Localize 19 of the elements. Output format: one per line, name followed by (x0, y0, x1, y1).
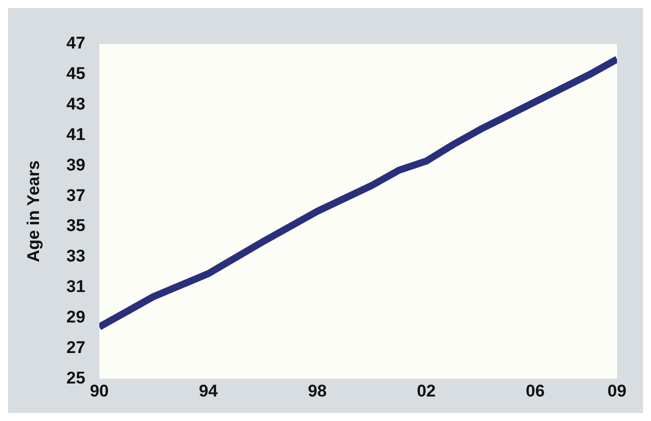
y-tick-label: 27 (66, 338, 86, 357)
y-tick-label: 25 (66, 368, 86, 388)
y-tick-label: 41 (66, 124, 86, 144)
y-tick-label: 47 (66, 34, 86, 53)
x-tick-label: 06 (526, 381, 545, 400)
x-tick-label: 90 (90, 381, 109, 400)
y-tick-label: 31 (66, 277, 86, 296)
y-tick-label: 43 (66, 94, 86, 114)
x-tick-label: 02 (416, 381, 436, 400)
y-tick-label: 29 (66, 307, 86, 326)
y-tick-label: 39 (66, 155, 86, 174)
y-axis-title: Age in Years (24, 160, 43, 262)
x-tick-label: 94 (198, 381, 218, 400)
x-tick-label: 09 (608, 381, 626, 400)
y-tick-label: 45 (66, 64, 86, 84)
y-tick-label: 35 (66, 216, 86, 236)
y-tick-label: 37 (66, 186, 86, 205)
x-tick-label: 98 (308, 381, 327, 400)
y-tick-label: 33 (66, 246, 86, 266)
